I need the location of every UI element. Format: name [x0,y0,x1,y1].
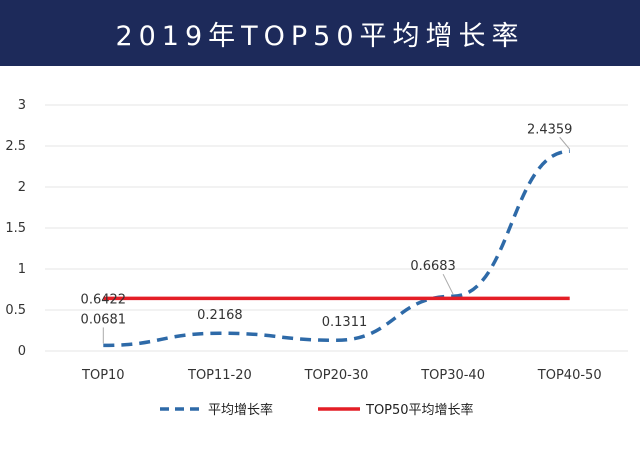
data-label-leader [442,273,454,295]
y-tick-label: 1 [18,262,26,277]
x-tick-label: TOP20-30 [304,368,369,383]
data-label: 2.4359 [527,122,573,137]
legend-label-top50: TOP50平均增长率 [365,402,474,418]
x-tick-label: TOP30-40 [420,368,485,383]
data-label: 0.1311 [322,315,368,330]
data-labels: 0.0681 0.2168 0.1311 0.6683 2.4359 0.6422 [81,122,573,344]
y-tick-label: 0.5 [5,303,26,318]
line-chart: 0 0.5 1 1.5 2 2.5 3 TOP10 TOP11-20 TOP20-30 TOP30… [5,98,628,418]
y-tick-label: 2.5 [5,139,26,154]
series-line-average [103,149,570,348]
page-title: 2019年TOP50平均增长率 [115,20,525,52]
data-label-top50: 0.6422 [81,292,127,307]
data-label: 0.0681 [81,312,127,327]
data-label: 0.6683 [410,259,456,274]
series-lines [103,149,570,348]
data-label: 0.2168 [197,308,243,323]
x-tick-label: TOP11-20 [187,368,252,383]
x-tick-label: TOP10 [81,368,125,383]
legend-label-average: 平均增长率 [208,402,273,418]
y-tick-label: 0 [18,344,26,359]
header-banner: 2019年TOP50平均增长率 [0,0,640,66]
legend: 平均增长率 TOP50平均增长率 [160,402,474,418]
x-tick-label: TOP40-50 [537,368,602,383]
data-label-leader [559,136,571,150]
y-tick-label: 3 [18,98,26,113]
y-tick-labels: 0 0.5 1 1.5 2 2.5 3 [5,98,26,359]
grid-lines [45,104,628,352]
x-tick-labels: TOP10 TOP11-20 TOP20-30 TOP30-40 TOP40-50 [81,368,602,383]
y-tick-label: 2 [18,180,26,195]
y-tick-label: 1.5 [5,221,26,236]
